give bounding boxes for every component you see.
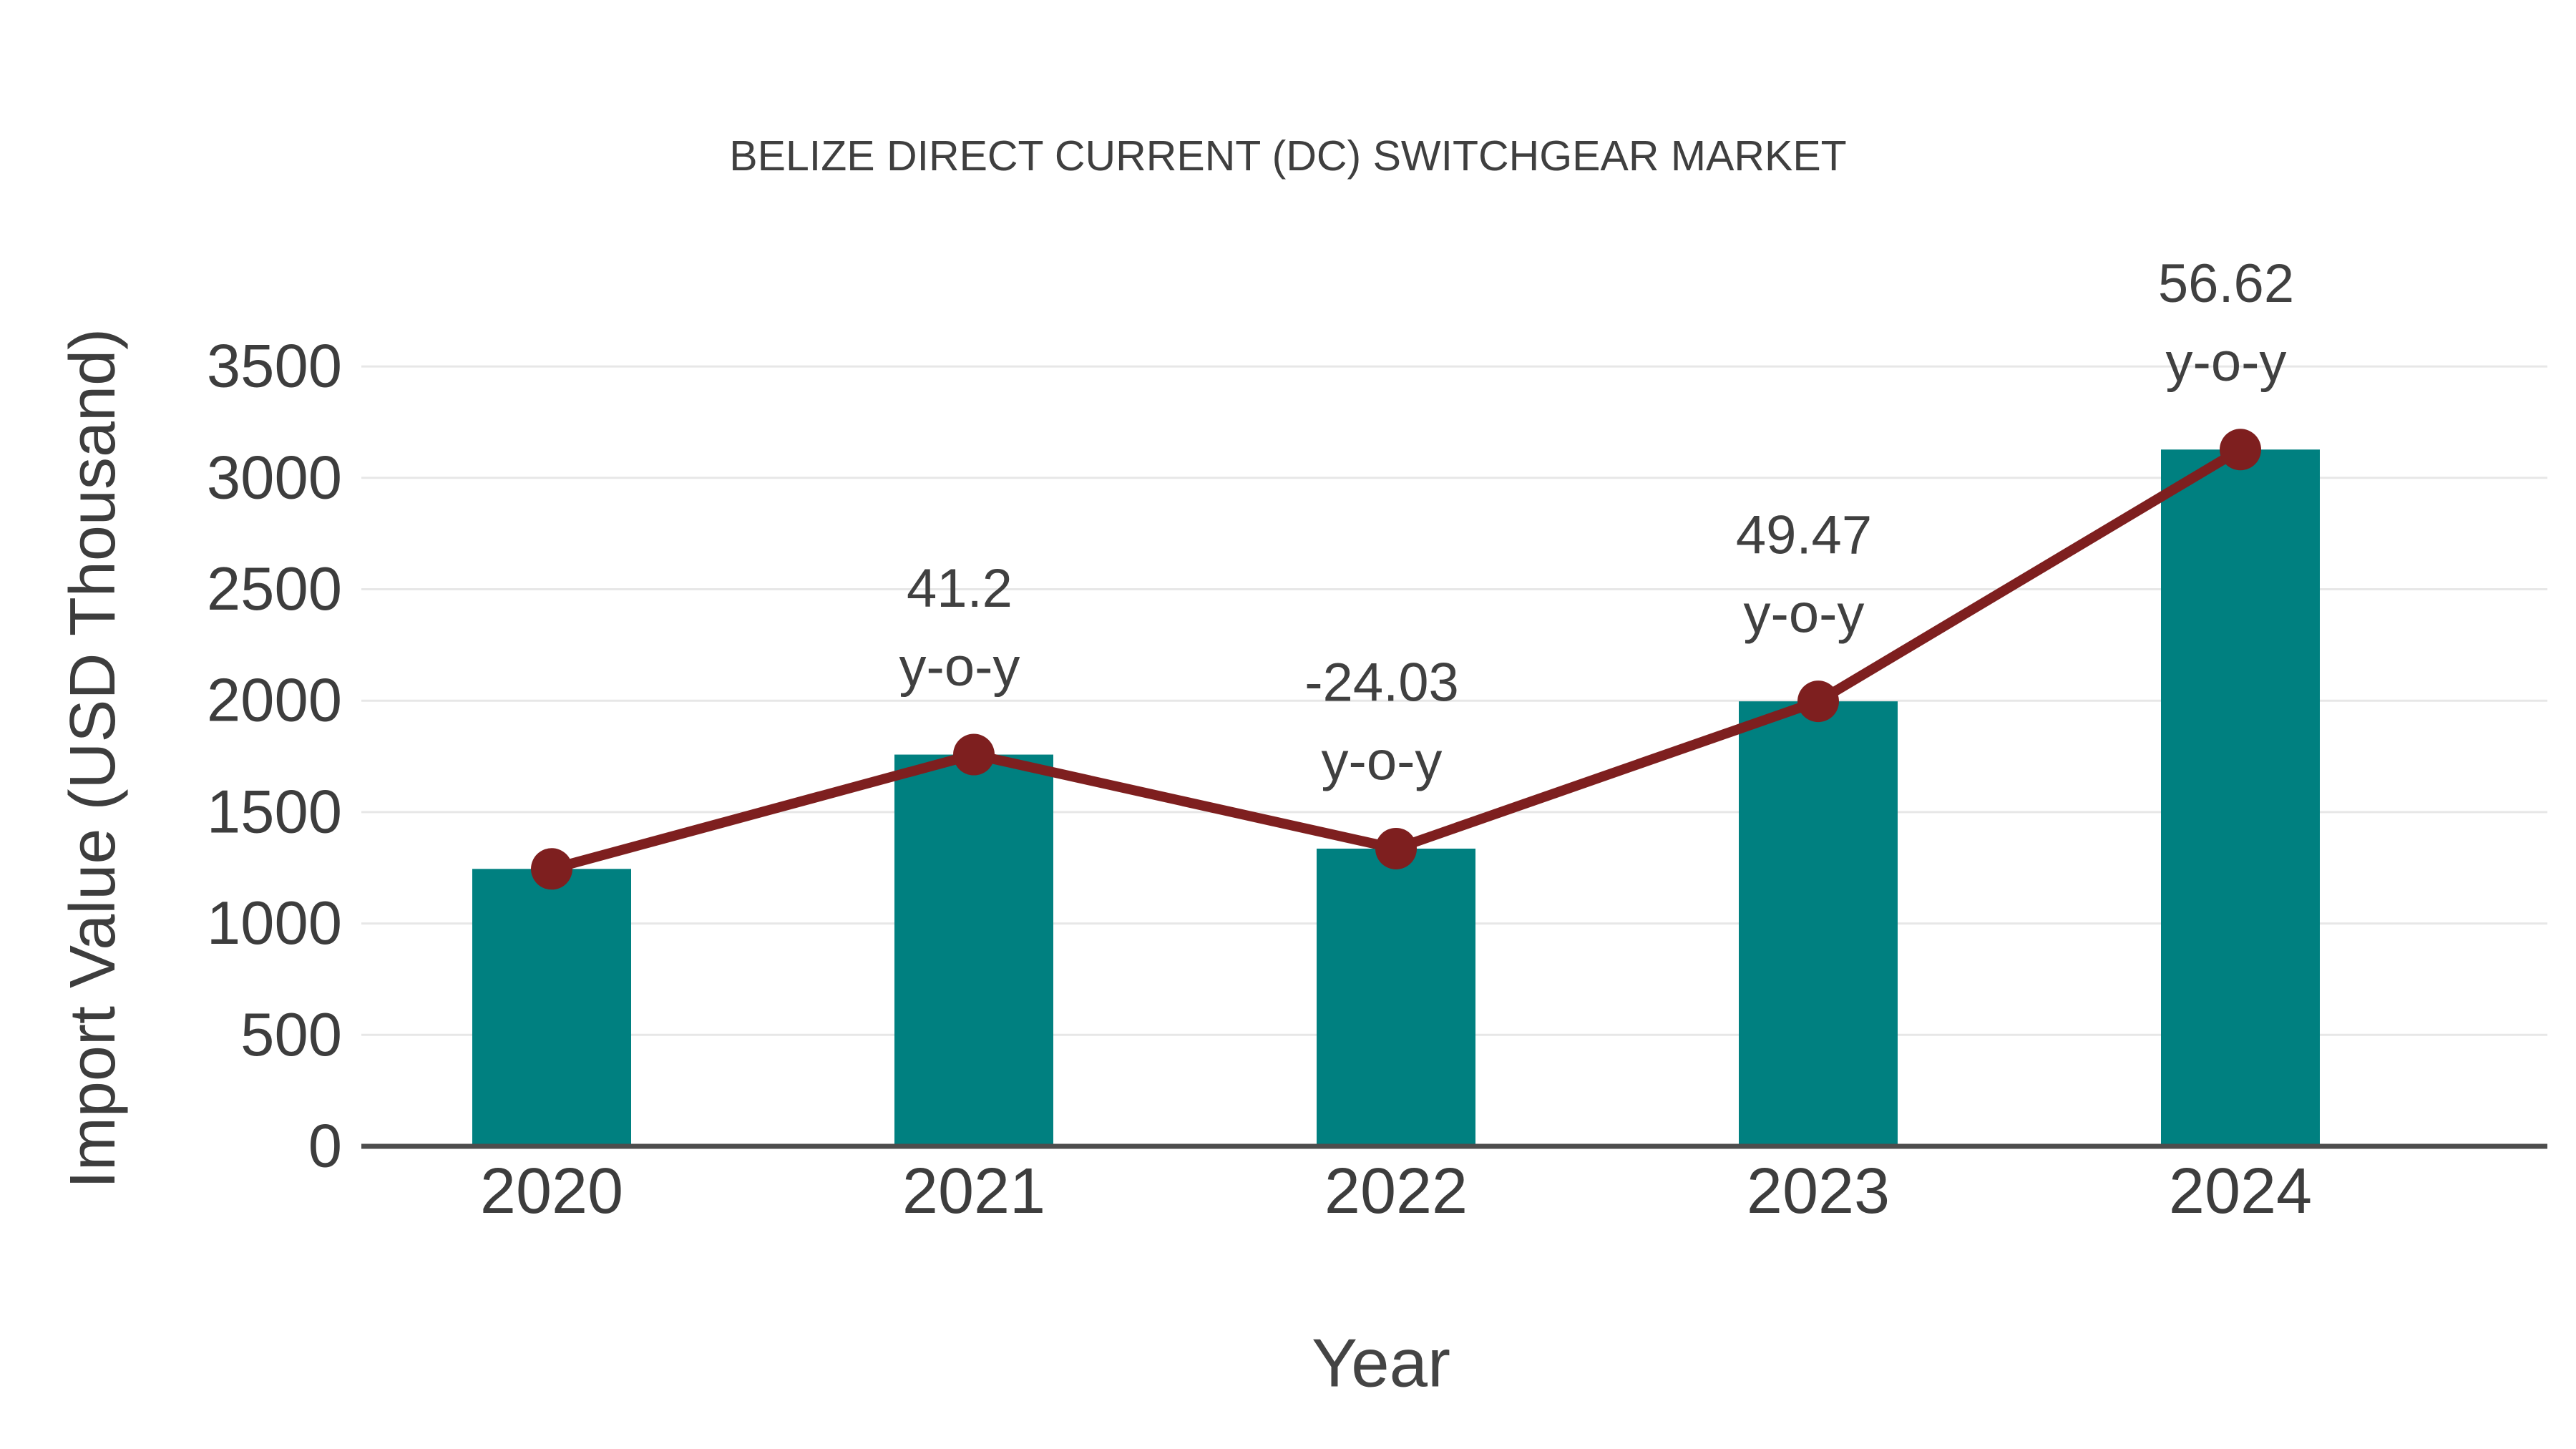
- x-tick-label-2020: 2020: [480, 1156, 623, 1227]
- yoy-label-2022: y-o-y: [1322, 731, 1443, 791]
- y-tick-label-2500: 2500: [207, 555, 342, 623]
- yoy-value-2023: 49.47: [1736, 505, 1872, 566]
- yoy-label-2024: y-o-y: [2166, 332, 2287, 393]
- x-tick-label-2024: 2024: [2169, 1156, 2312, 1227]
- bar-2021[interactable]: [894, 754, 1053, 1146]
- bar-series: [472, 449, 2320, 1146]
- trend-marker-2020[interactable]: [531, 848, 572, 890]
- x-tick-label-2022: 2022: [1324, 1156, 1468, 1227]
- y-tick-label-3500: 3500: [207, 333, 342, 401]
- gridlines: [361, 365, 2547, 1036]
- y-tick-label-1500: 1500: [207, 778, 342, 846]
- bar-2024[interactable]: [2161, 449, 2320, 1146]
- bar-2020[interactable]: [472, 869, 631, 1146]
- x-axis-title: Year: [1312, 1325, 1450, 1402]
- y-axis-tick-labels: 0 500 1000 1500 2000 2500 3000 3500: [207, 333, 342, 1181]
- x-axis-tick-labels: 2020 2021 2022 2023 2024: [480, 1156, 2312, 1227]
- yoy-label-2021: y-o-y: [899, 637, 1020, 698]
- trend-marker-2022[interactable]: [1375, 827, 1417, 869]
- yoy-annotations: 41.2 y-o-y -24.03 y-o-y 49.47 y-o-y 56.62 y-o-y: [899, 253, 2295, 792]
- x-tick-label-2021: 2021: [902, 1156, 1045, 1227]
- trend-marker-2024[interactable]: [2220, 429, 2261, 471]
- y-tick-label-1000: 1000: [207, 889, 342, 957]
- x-tick-label-2023: 2023: [1747, 1156, 1890, 1227]
- bar-2022[interactable]: [1317, 848, 1475, 1146]
- bar-2023[interactable]: [1739, 701, 1898, 1146]
- y-tick-label-0: 0: [308, 1113, 342, 1181]
- yoy-value-2021: 41.2: [907, 558, 1013, 619]
- y-axis-title: Import Value (USD Thousand): [57, 328, 129, 1189]
- yoy-value-2022: -24.03: [1304, 652, 1459, 713]
- y-tick-label-2000: 2000: [207, 667, 342, 735]
- trend-marker-2021[interactable]: [953, 733, 995, 776]
- yoy-value-2024: 56.62: [2158, 253, 2294, 314]
- trend-line-series: [531, 429, 2261, 890]
- y-tick-label-500: 500: [240, 1001, 342, 1069]
- yoy-label-2023: y-o-y: [1744, 584, 1865, 645]
- y-tick-label-3000: 3000: [207, 444, 342, 512]
- trend-marker-2023[interactable]: [1797, 680, 1839, 723]
- chart-title: BELIZE DIRECT CURRENT (DC) SWITCHGEAR MA…: [729, 132, 1846, 180]
